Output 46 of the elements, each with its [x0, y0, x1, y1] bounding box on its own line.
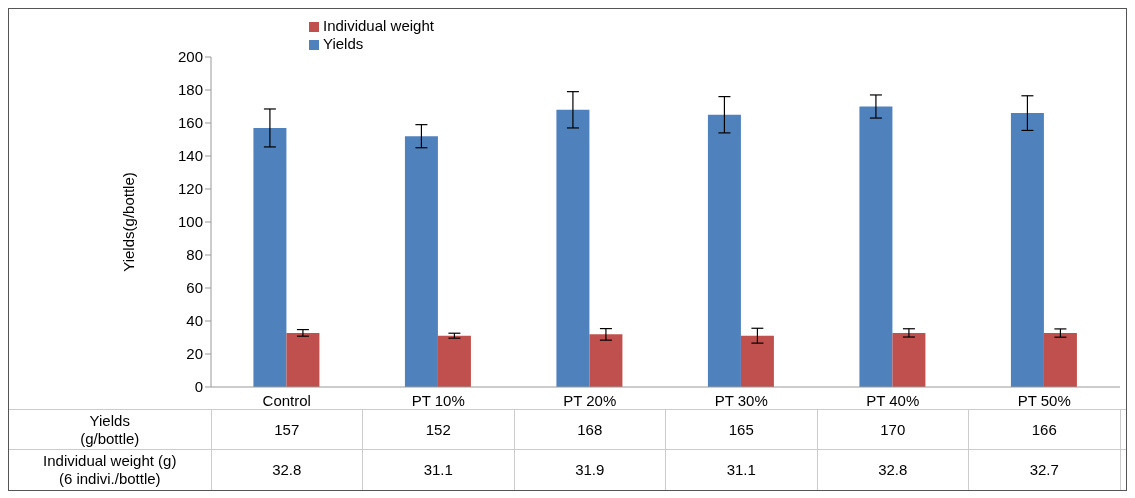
y-tick-label: 140	[177, 147, 203, 165]
bar	[1043, 333, 1077, 387]
bar	[589, 334, 623, 387]
legend-label: Individual weight	[323, 17, 434, 34]
x-tick-label: PT 40%	[866, 391, 920, 409]
y-tick-label: 60	[186, 279, 203, 297]
data-label: 32.7	[968, 449, 1120, 490]
data-label: 31.1	[665, 449, 817, 490]
data-label: 152	[362, 409, 514, 450]
data-label: 170	[817, 409, 969, 450]
bar	[740, 335, 774, 387]
data-label: 168	[514, 409, 666, 450]
x-tick-label: PT 10%	[411, 391, 465, 409]
bar	[892, 332, 926, 387]
bar	[404, 136, 438, 387]
y-tick-label: 20	[186, 345, 203, 363]
data-label: 32.8	[817, 449, 969, 490]
x-tick-label: PT 20%	[563, 391, 617, 409]
y-tick-label: 160	[177, 114, 203, 132]
bar	[556, 109, 590, 387]
data-label: 31.9	[514, 449, 666, 490]
y-tick-label: 180	[177, 81, 203, 99]
data-label: 166	[968, 409, 1120, 450]
y-tick-label: 200	[177, 48, 203, 66]
bar	[707, 114, 741, 387]
y-tick-label: 100	[177, 213, 203, 231]
data-label: 32.8	[211, 449, 363, 490]
data-label: 31.1	[362, 449, 514, 490]
y-axis-title: Yields(g/bottle)	[120, 172, 138, 272]
x-tick-label: PT 30%	[714, 391, 768, 409]
x-tick-label: PT 50%	[1017, 391, 1071, 409]
y-tick-label: 80	[186, 246, 203, 264]
bar	[286, 332, 320, 387]
bar	[253, 127, 287, 387]
x-tick-label: Control	[262, 391, 311, 409]
y-tick-label: 40	[186, 312, 203, 330]
data-label: 157	[211, 409, 363, 450]
bar	[1010, 113, 1044, 387]
text: Individual weight (g) (6 indivi./bottle)	[10, 451, 210, 488]
data-label: 165	[665, 409, 817, 450]
bar	[859, 106, 893, 387]
legend-label: Yields	[323, 35, 364, 52]
bar	[437, 335, 471, 387]
y-tick-label: 120	[177, 180, 203, 198]
text: Yields (g/bottle)	[10, 411, 210, 448]
y-tick-label: 0	[194, 378, 203, 396]
